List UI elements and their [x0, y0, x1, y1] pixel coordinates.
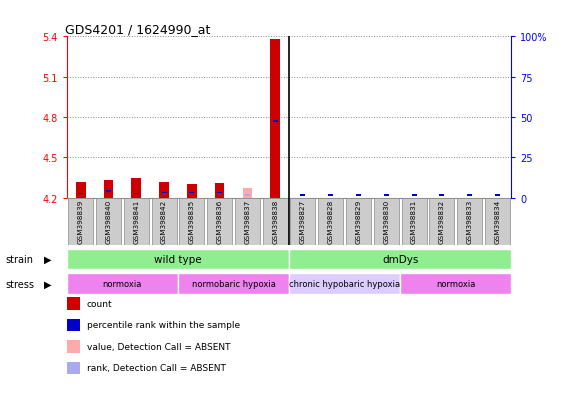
- Bar: [495, 195, 500, 196]
- Text: GSM398841: GSM398841: [133, 199, 139, 244]
- Bar: [106, 191, 111, 192]
- FancyBboxPatch shape: [400, 274, 511, 294]
- Bar: [467, 195, 472, 196]
- FancyBboxPatch shape: [290, 198, 315, 246]
- Bar: [270, 40, 280, 198]
- Bar: [162, 192, 167, 194]
- Text: ▶: ▶: [44, 254, 51, 264]
- Bar: [328, 195, 333, 196]
- Bar: [215, 183, 224, 198]
- FancyBboxPatch shape: [180, 198, 205, 246]
- FancyBboxPatch shape: [429, 198, 454, 246]
- Text: GSM398834: GSM398834: [494, 199, 500, 244]
- Text: count: count: [87, 299, 112, 308]
- FancyBboxPatch shape: [401, 198, 426, 246]
- Bar: [300, 195, 306, 196]
- Text: GDS4201 / 1624990_at: GDS4201 / 1624990_at: [64, 23, 210, 36]
- Bar: [242, 189, 252, 198]
- Text: GSM398836: GSM398836: [217, 199, 223, 244]
- Text: GSM398828: GSM398828: [328, 199, 333, 244]
- Bar: [245, 195, 250, 196]
- Text: normoxia: normoxia: [103, 280, 142, 288]
- Bar: [78, 193, 83, 195]
- Bar: [217, 192, 222, 194]
- Text: normobaric hypoxia: normobaric hypoxia: [192, 280, 275, 288]
- Text: GSM398842: GSM398842: [161, 199, 167, 244]
- Bar: [411, 195, 417, 196]
- Text: GSM398838: GSM398838: [272, 199, 278, 244]
- Bar: [356, 195, 361, 196]
- Text: GSM398827: GSM398827: [300, 199, 306, 244]
- FancyBboxPatch shape: [289, 249, 511, 269]
- Text: strain: strain: [6, 254, 34, 264]
- Text: wild type: wild type: [154, 254, 202, 264]
- FancyBboxPatch shape: [485, 198, 510, 246]
- Text: rank, Detection Call = ABSENT: rank, Detection Call = ABSENT: [87, 363, 225, 373]
- Bar: [272, 121, 278, 123]
- FancyBboxPatch shape: [374, 198, 399, 246]
- FancyBboxPatch shape: [457, 198, 482, 246]
- FancyBboxPatch shape: [346, 198, 371, 246]
- Bar: [189, 192, 194, 194]
- FancyBboxPatch shape: [96, 198, 121, 246]
- Bar: [103, 181, 113, 198]
- Text: percentile rank within the sample: percentile rank within the sample: [87, 320, 240, 330]
- FancyBboxPatch shape: [207, 198, 232, 246]
- Text: GSM398837: GSM398837: [245, 199, 250, 244]
- FancyBboxPatch shape: [263, 198, 288, 246]
- Text: GSM398833: GSM398833: [467, 199, 472, 244]
- FancyBboxPatch shape: [178, 274, 289, 294]
- Bar: [131, 178, 141, 198]
- FancyBboxPatch shape: [68, 198, 93, 246]
- Bar: [76, 182, 85, 198]
- Text: chronic hypobaric hypoxia: chronic hypobaric hypoxia: [289, 280, 400, 288]
- FancyBboxPatch shape: [289, 274, 400, 294]
- Text: GSM398839: GSM398839: [78, 199, 84, 244]
- Bar: [384, 195, 389, 196]
- Text: GSM398832: GSM398832: [439, 199, 445, 244]
- Text: GSM398831: GSM398831: [411, 199, 417, 244]
- Text: GSM398830: GSM398830: [383, 199, 389, 244]
- Bar: [134, 193, 139, 195]
- Text: dmDys: dmDys: [382, 254, 418, 264]
- Text: GSM398840: GSM398840: [106, 199, 112, 244]
- Text: stress: stress: [6, 279, 35, 289]
- FancyBboxPatch shape: [67, 249, 289, 269]
- Bar: [187, 185, 197, 198]
- FancyBboxPatch shape: [235, 198, 260, 246]
- Text: normoxia: normoxia: [436, 280, 475, 288]
- Text: GSM398829: GSM398829: [356, 199, 361, 244]
- Text: ▶: ▶: [44, 279, 51, 289]
- Text: GSM398835: GSM398835: [189, 199, 195, 244]
- FancyBboxPatch shape: [318, 198, 343, 246]
- FancyBboxPatch shape: [152, 198, 177, 246]
- FancyBboxPatch shape: [124, 198, 149, 246]
- FancyBboxPatch shape: [67, 274, 178, 294]
- Text: value, Detection Call = ABSENT: value, Detection Call = ABSENT: [87, 342, 230, 351]
- Bar: [439, 195, 444, 196]
- Bar: [159, 182, 169, 198]
